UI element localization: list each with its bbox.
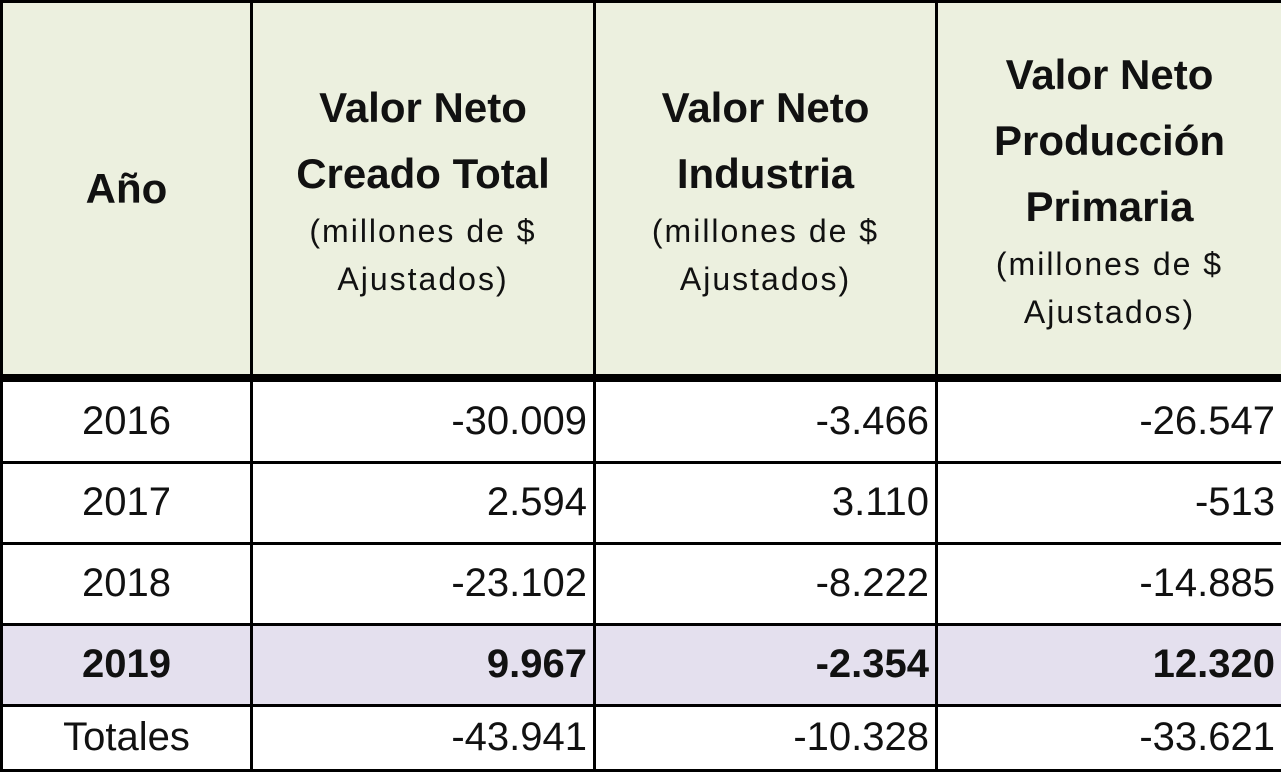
table-row: 2016 -30.009 -3.466 -26.547	[0, 376, 1281, 464]
header-total-unit: (millones de $ Ajustados)	[309, 212, 537, 297]
header-primaria-unit: (millones de $ Ajustados)	[995, 245, 1224, 330]
header-industria: Valor Neto Industria (millones de $ Ajus…	[593, 0, 938, 383]
cell-industria: -8.222	[593, 541, 938, 626]
header-year-label: Año	[85, 164, 168, 212]
cell-primaria: -26.547	[935, 376, 1281, 464]
totals-row: Totales -43.941 -10.328 -33.621	[0, 703, 1281, 772]
cell-primaria: -33.621	[935, 703, 1281, 772]
cell-total: -43.941	[250, 703, 596, 772]
header-primaria: Valor Neto Producción Primaria (millones…	[935, 0, 1281, 383]
cell-industria: -2.354	[593, 622, 938, 707]
header-industria-title: Valor Neto Industria	[661, 83, 870, 197]
cell-industria: 3.110	[593, 460, 938, 545]
cell-primaria: -513	[935, 460, 1281, 545]
cell-year: 2019	[0, 622, 253, 707]
header-industria-unit: (millones de $ Ajustados)	[651, 212, 880, 297]
cell-primaria: -14.885	[935, 541, 1281, 626]
cell-total: -30.009	[250, 376, 596, 464]
header-primaria-title: Valor Neto Producción Primaria	[993, 50, 1226, 230]
header-year: Año	[0, 0, 253, 383]
highlighted-row: 2019 9.967 -2.354 12.320	[0, 622, 1281, 707]
cell-total: 9.967	[250, 622, 596, 707]
header-row: Año Valor Neto Creado Total (millones de…	[0, 0, 1281, 383]
table-row: 2018 -23.102 -8.222 -14.885	[0, 541, 1281, 626]
cell-industria: -3.466	[593, 376, 938, 464]
cell-total: 2.594	[250, 460, 596, 545]
header-total-title: Valor Neto Creado Total	[296, 83, 550, 197]
cell-year: 2018	[0, 541, 253, 626]
cell-industria: -10.328	[593, 703, 938, 772]
header-total: Valor Neto Creado Total (millones de $ A…	[250, 0, 596, 383]
cell-year: 2017	[0, 460, 253, 545]
cell-primaria: 12.320	[935, 622, 1281, 707]
cell-total: -23.102	[250, 541, 596, 626]
table-row: 2017 2.594 3.110 -513	[0, 460, 1281, 545]
cell-totals-label: Totales	[0, 703, 253, 772]
cell-year: 2016	[0, 376, 253, 464]
